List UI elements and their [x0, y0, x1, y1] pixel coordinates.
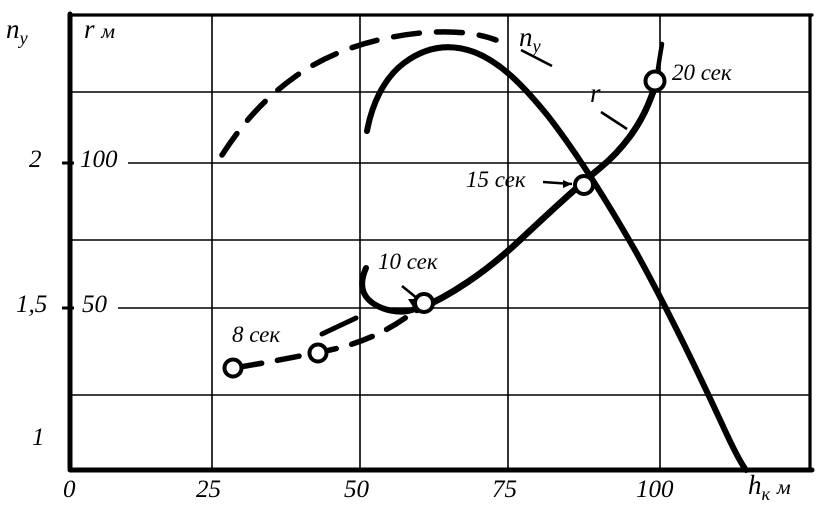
- curve-ny-dashed: [219, 29, 499, 158]
- marker-15sec[interactable]: [573, 174, 595, 196]
- marker-8sec-b[interactable]: [307, 342, 329, 364]
- leader-10sec: [401, 284, 419, 301]
- grid-lines: [70, 14, 810, 470]
- curve-label-r: r: [590, 78, 601, 108]
- marker-8sec-a[interactable]: [222, 357, 244, 379]
- y-axis-outer-title: ny: [6, 14, 28, 48]
- curve-label-ny: ny: [519, 22, 541, 56]
- annotation-15sec: 15 сек: [466, 167, 526, 192]
- curve-r-dashed: [237, 305, 421, 370]
- y-axis-ticks: [62, 161, 74, 310]
- x-tick-label-75: 75: [492, 476, 517, 503]
- arrowhead-15sec: [563, 180, 572, 188]
- annotation-20sec: 20 сек: [672, 60, 732, 85]
- x-tick-label-25: 25: [196, 476, 221, 503]
- x-tick-label-50: 50: [344, 476, 369, 503]
- r-tick-label-50: 50: [82, 291, 107, 318]
- curve-r-hook-10s: [359, 265, 423, 315]
- x-tick-label-100: 100: [636, 476, 674, 503]
- marker-10sec[interactable]: [413, 292, 435, 314]
- y-tick-label-1: 1: [32, 424, 45, 451]
- arrowhead-10sec: [408, 299, 418, 307]
- annotation-8sec: 8 сек: [232, 322, 281, 347]
- axis-frame: [67, 11, 815, 473]
- leader-lines: [401, 48, 628, 307]
- y-axis-inner-title: r м: [84, 14, 116, 44]
- x-tick-label-0: 0: [63, 476, 76, 503]
- y-tick-label-1-5: 1,5: [16, 291, 48, 318]
- r-tick-label-100: 100: [80, 146, 118, 173]
- curve-ny-solid: [364, 44, 749, 473]
- leader-r: [600, 110, 628, 131]
- data-markers: [222, 69, 667, 379]
- marker-20sec[interactable]: [643, 69, 667, 93]
- curve-r-solid: [413, 76, 661, 314]
- stray-stroke: [319, 315, 359, 337]
- x-axis-title: hк м: [748, 470, 791, 504]
- annotation-10sec: 10 сек: [378, 249, 438, 274]
- leader-ny: [520, 48, 553, 68]
- y-tick-label-2: 2: [29, 146, 42, 173]
